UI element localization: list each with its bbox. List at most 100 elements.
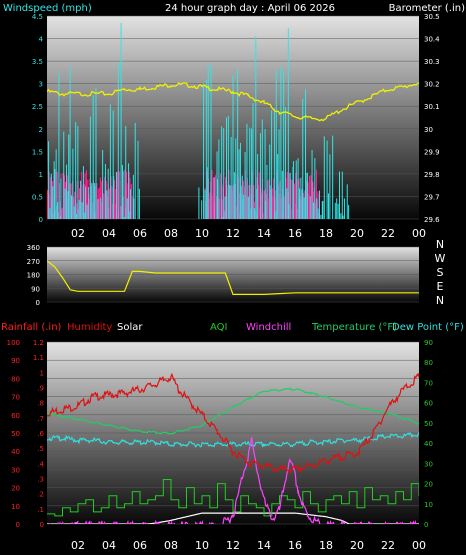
humidity-tick-8: 80 [11, 375, 20, 383]
humidity-tick-1: 10 [11, 503, 20, 511]
compass-1: W [435, 252, 446, 265]
humidity-ticks: 0 10 20 30 40 50 60 70 80 90 100 [7, 339, 20, 529]
x-tick-1: 04 [102, 227, 116, 240]
x-tick-2: 06 [133, 227, 147, 240]
windspeed-axis-label: Windspeed (mph) [3, 3, 92, 14]
dew-point-f-line [47, 431, 419, 448]
windspeed-tick-5: 2.5 [32, 103, 43, 111]
weather-panel-data [47, 372, 419, 524]
x-tick-6: 14 [257, 539, 271, 552]
humidity-tick-2: 20 [11, 485, 20, 493]
humidity-tick-0: 0 [16, 521, 20, 529]
direction-tick-4: 360 [27, 244, 40, 252]
humidity-tick-4: 40 [11, 448, 20, 456]
temperature-tick-2: 20 [424, 481, 433, 489]
rainfall-tick-11: 1.1 [33, 354, 44, 362]
aqi-label: AQI [210, 322, 228, 333]
rainfall-ticks: 0 .1 .2 .3 .4 .5 .6 .7 .8 .9 1 1.1 1.2 [33, 339, 45, 529]
humidity-tick-3: 30 [11, 466, 20, 474]
barometer-tick-3: 29.9 [424, 148, 440, 156]
humidity-tick-5: 50 [11, 430, 20, 438]
solar-label: Solar [117, 322, 143, 333]
aqiline [47, 479, 419, 517]
rainfall-tick-4: .4 [37, 460, 44, 468]
x-tick-7: 16 [288, 227, 302, 240]
x-tick-6: 14 [257, 227, 271, 240]
direction-tick-0: 0 [36, 299, 40, 307]
barometer-tick-4: 30 [424, 126, 433, 134]
temperature-f-line [47, 387, 419, 435]
temperature-tick-5: 50 [424, 420, 433, 428]
temperature-tick-8: 80 [424, 359, 433, 367]
x-tick-11: 00 [412, 539, 426, 552]
temperature-tick-1: 10 [424, 501, 433, 509]
direction-panel-grid [47, 246, 419, 303]
dewpoint-label: Dew Point (°F) [392, 322, 464, 333]
x-tick-9: 20 [350, 227, 364, 240]
wind-panel-data [47, 22, 419, 219]
barometer-tick-8: 30.4 [424, 36, 440, 44]
wind-panel-x-ticks: 02 04 06 08 10 12 14 16 18 20 22 00 [71, 227, 426, 240]
rainfall-tick-1: .1 [37, 506, 44, 514]
windspeed-tick-8: 4 [39, 36, 44, 44]
x-tick-10: 22 [381, 227, 395, 240]
rainfall-tick-7: .7 [37, 415, 44, 423]
rainfall-tick-12: 1.2 [33, 339, 44, 347]
windchillline [48, 437, 417, 524]
rainfall-tick-3: .3 [37, 476, 44, 484]
barometer-tick-5: 30.1 [424, 103, 440, 111]
windchill-label: Windchill [246, 322, 291, 333]
temperature-label: Temperature (°F) [311, 322, 397, 333]
windspeed-tick-7: 3.5 [32, 58, 43, 66]
barometer-tick-6: 30.2 [424, 81, 440, 89]
x-tick-0: 02 [71, 227, 85, 240]
barometer-axis-label: Barometer (.in) [389, 3, 465, 14]
temperature-tick-0: 0 [424, 521, 428, 529]
direction-panel-data [47, 260, 419, 295]
x-tick-3: 08 [164, 227, 178, 240]
humidity-tick-9: 90 [11, 357, 20, 365]
rainfall-tick-0: 0 [40, 521, 44, 529]
windspeed-tick-3: 1.5 [32, 148, 43, 156]
solarline [47, 512, 419, 524]
humidity-tick-7: 70 [11, 394, 20, 402]
barometer-tick-7: 30.3 [424, 58, 440, 66]
x-tick-3: 08 [164, 539, 178, 552]
rainfall-label: Rainfall (.in) [1, 322, 62, 333]
direction-line [47, 260, 419, 295]
windspeed-tick-9: 4.5 [32, 13, 43, 21]
temperature-tick-3: 30 [424, 460, 433, 468]
x-tick-0: 02 [71, 539, 85, 552]
rainfall-tick-8: .8 [37, 400, 44, 408]
x-tick-8: 18 [319, 227, 333, 240]
humidity-tick-6: 60 [11, 412, 20, 420]
windspeed-tick-1: 0.5 [32, 193, 43, 201]
direction-tick-3: 270 [27, 258, 40, 266]
barometer-tick-1: 29.7 [424, 193, 440, 201]
x-tick-8: 18 [319, 539, 333, 552]
rainfall-tick-6: .6 [37, 430, 44, 438]
humidity-tick-10: 100 [7, 339, 20, 347]
x-tick-9: 20 [350, 539, 364, 552]
x-tick-1: 04 [102, 539, 116, 552]
temperature-tick-4: 40 [424, 440, 433, 448]
barometer-ticks: 29.6 29.7 29.8 29.9 30 30.1 30.2 30.3 30.4 30.5 [424, 13, 440, 224]
x-tick-5: 12 [226, 539, 240, 552]
windspeed-tick-4: 2 [39, 126, 43, 134]
direction-tick-1: 90 [31, 285, 40, 293]
humidityline [47, 372, 419, 474]
rainfall-tick-2: .2 [37, 491, 44, 499]
compass-3: E [437, 280, 444, 293]
direction-tick-2: 180 [27, 272, 40, 280]
temperature-tick-7: 70 [424, 379, 433, 387]
x-tick-4: 10 [195, 227, 209, 240]
x-tick-7: 16 [288, 539, 302, 552]
windspeed-tick-6: 3 [39, 81, 43, 89]
compass-4: N [436, 294, 444, 307]
windspeed-tick-0: 0 [39, 216, 43, 224]
temperature-tick-6: 60 [424, 400, 433, 408]
compass-0: N [436, 238, 444, 251]
x-tick-4: 10 [195, 539, 209, 552]
barometer-tick-2: 29.8 [424, 171, 440, 179]
